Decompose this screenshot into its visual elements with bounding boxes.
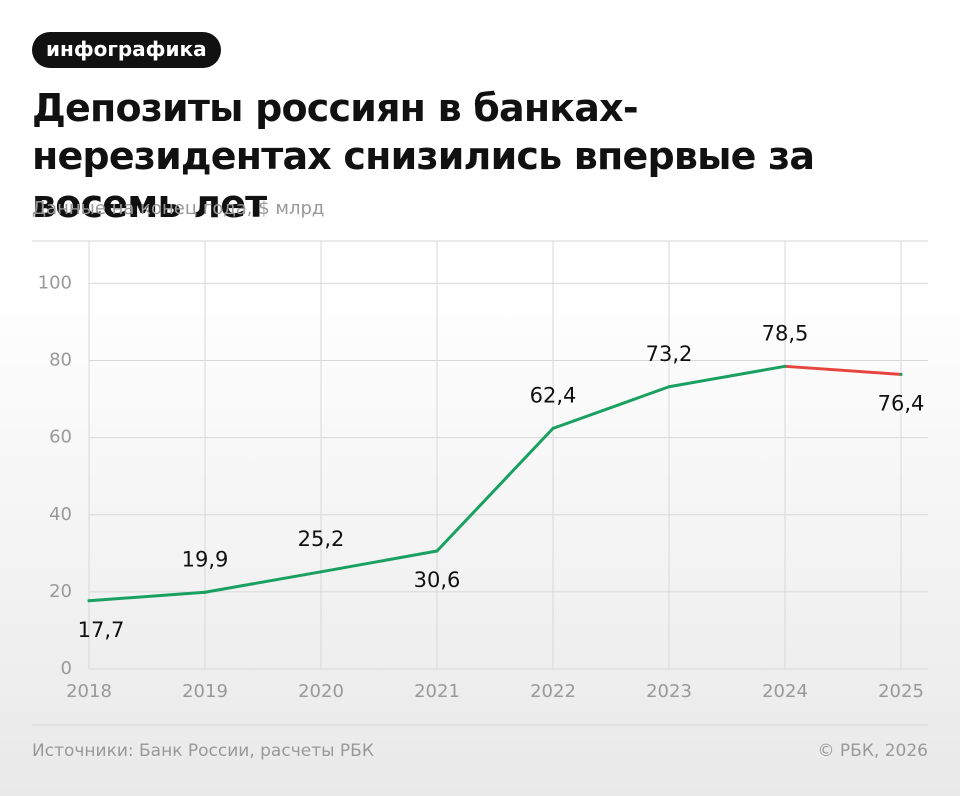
data-label: 78,5 (762, 321, 809, 345)
data-label: 30,6 (414, 568, 461, 592)
x-tick-label: 2020 (298, 681, 344, 702)
point (551, 426, 555, 430)
x-tick-label: 2019 (182, 681, 228, 702)
tag: инфографика (32, 32, 221, 68)
data-label: 19,9 (182, 547, 229, 571)
y-tick-label: 20 (49, 581, 72, 602)
copyright: © РБК, 2026 (817, 741, 928, 761)
data-label: 25,2 (298, 527, 345, 551)
line-segment (783, 364, 903, 376)
chart-subtitle: Данные на конец года, $ млрд (32, 198, 325, 219)
y-tick-label: 100 (38, 272, 72, 293)
data-label: 73,2 (646, 342, 693, 366)
point (87, 599, 91, 603)
point (203, 590, 207, 594)
x-tick-label: 2025 (878, 681, 924, 702)
point (783, 364, 787, 368)
line-segment (203, 570, 323, 594)
x-tick-label: 2018 (66, 681, 112, 702)
y-tick-label: 60 (49, 427, 72, 448)
data-label: 17,7 (78, 618, 125, 642)
line-segment (435, 426, 555, 553)
y-tick-label: 40 (49, 504, 72, 525)
y-tick-label: 80 (49, 350, 72, 371)
x-tick-label: 2023 (646, 681, 692, 702)
x-tick-label: 2022 (530, 681, 576, 702)
y-tick-label: 0 (61, 658, 72, 679)
data-label: 76,4 (878, 391, 925, 415)
line-segment (87, 590, 207, 603)
point (319, 570, 323, 574)
point (899, 372, 903, 376)
source: Источники: Банк России, расчеты РБК (32, 741, 374, 761)
line-segment (667, 364, 787, 389)
line-segment (551, 385, 671, 430)
point (667, 385, 671, 389)
point (435, 549, 439, 553)
x-tick-label: 2021 (414, 681, 460, 702)
line-segment (319, 549, 439, 574)
chart-title: Депозиты россиян в банках-нерезидентах с… (32, 86, 815, 226)
x-tick-label: 2024 (762, 681, 808, 702)
data-label: 62,4 (530, 383, 577, 407)
